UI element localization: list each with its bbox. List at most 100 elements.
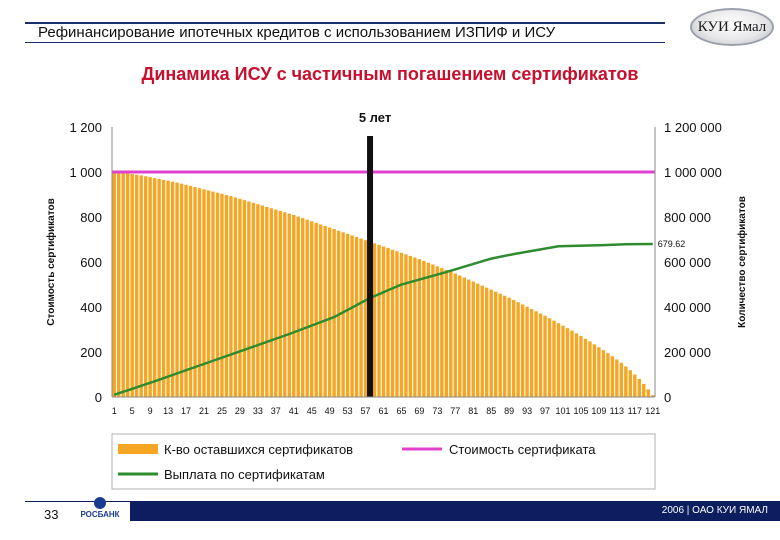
- bar: [206, 190, 211, 397]
- bar: [485, 287, 489, 397]
- bar: [179, 183, 184, 397]
- x-tick: 113: [610, 406, 624, 416]
- x-tick: 81: [468, 406, 478, 416]
- page-number: 33: [44, 507, 59, 522]
- x-tick: 73: [432, 406, 442, 416]
- bar: [220, 193, 224, 397]
- x-tick: 61: [378, 406, 388, 416]
- bar: [395, 251, 399, 397]
- bar: [476, 283, 480, 397]
- bar: [251, 202, 256, 397]
- bar: [256, 204, 260, 397]
- bar: [229, 196, 233, 397]
- bar: [345, 233, 350, 397]
- y-tick-left: 400: [80, 300, 102, 315]
- bar: [301, 218, 305, 397]
- bar: [143, 176, 148, 397]
- bar: [166, 180, 170, 397]
- company-logo-text: КУИ Ямал: [697, 19, 767, 35]
- x-tick: 33: [253, 406, 263, 416]
- x-tick: 21: [199, 406, 209, 416]
- bar: [431, 264, 435, 397]
- x-tick: 105: [573, 406, 588, 416]
- bar: [130, 174, 134, 397]
- bar: [152, 178, 157, 397]
- bar: [170, 181, 175, 397]
- bar: [161, 179, 166, 397]
- bar: [372, 243, 377, 397]
- bar: [184, 184, 188, 397]
- bar: [202, 189, 206, 397]
- bar: [359, 238, 363, 397]
- bar: [467, 279, 471, 397]
- x-tick: 109: [591, 406, 606, 416]
- bar: [538, 313, 543, 397]
- x-tick: 121: [645, 406, 660, 416]
- bar: [529, 309, 534, 397]
- bar: [305, 219, 309, 397]
- footer-rule: [25, 501, 130, 502]
- bar: [238, 198, 242, 397]
- x-tick: 9: [148, 406, 153, 416]
- bar: [332, 229, 336, 397]
- chart-title: Динамика ИСУ с частичным погашением серт…: [141, 64, 639, 84]
- bank-name: РОСБАНК: [80, 510, 120, 519]
- bar: [121, 172, 125, 397]
- bar: [588, 341, 592, 397]
- bar: [592, 344, 597, 397]
- y-tick-right: 1 000 000: [664, 165, 722, 180]
- x-tick: 85: [486, 406, 496, 416]
- bar: [350, 235, 354, 397]
- bar: [318, 224, 323, 397]
- bar: [292, 214, 296, 397]
- bar: [628, 370, 633, 397]
- bar: [579, 336, 583, 397]
- bar: [637, 379, 641, 397]
- y-tick-left: 1 200: [69, 120, 102, 135]
- bar: [413, 257, 417, 397]
- bar: [601, 350, 606, 397]
- legend-box: [111, 433, 656, 490]
- bar: [444, 269, 449, 397]
- header-rule: [25, 22, 665, 24]
- footer-bar: [130, 501, 780, 521]
- bar: [390, 249, 395, 397]
- x-tick: 37: [271, 406, 281, 416]
- bar: [175, 182, 179, 397]
- bar: [543, 315, 547, 397]
- y-tick-left: 200: [80, 345, 102, 360]
- bar: [426, 262, 431, 397]
- y-tick-left: 600: [80, 255, 102, 270]
- end-value-label: 679.62: [658, 239, 686, 249]
- marker-label: 5 лет: [359, 110, 391, 125]
- legend-label-bars: К-во оставшихся сертификатов: [164, 442, 353, 457]
- x-tick: 97: [540, 406, 550, 416]
- y-tick-left: 0: [95, 390, 102, 405]
- x-tick: 49: [325, 406, 335, 416]
- bar: [440, 268, 444, 397]
- bar: [323, 226, 327, 397]
- bar: [341, 232, 345, 397]
- bar: [583, 338, 588, 397]
- bar: [597, 347, 601, 397]
- bar: [507, 297, 511, 397]
- x-tick: 69: [414, 406, 424, 416]
- y-tick-right: 0: [664, 390, 671, 405]
- bar: [309, 221, 314, 397]
- y-tick-right: 600 000: [664, 255, 711, 270]
- bar: [516, 302, 520, 397]
- x-tick: 17: [181, 406, 191, 416]
- bank-logo: РОСБАНК: [72, 497, 128, 519]
- bar: [126, 173, 130, 397]
- bar: [610, 356, 615, 397]
- bar: [274, 209, 278, 397]
- bank-logo-icon: [94, 497, 106, 509]
- company-logo: КУИ Ямал: [690, 8, 774, 46]
- bar: [615, 359, 619, 397]
- bar: [363, 240, 368, 397]
- x-tick: 1: [112, 406, 117, 416]
- bar: [606, 353, 610, 397]
- bar: [377, 244, 381, 397]
- bar: [552, 320, 556, 397]
